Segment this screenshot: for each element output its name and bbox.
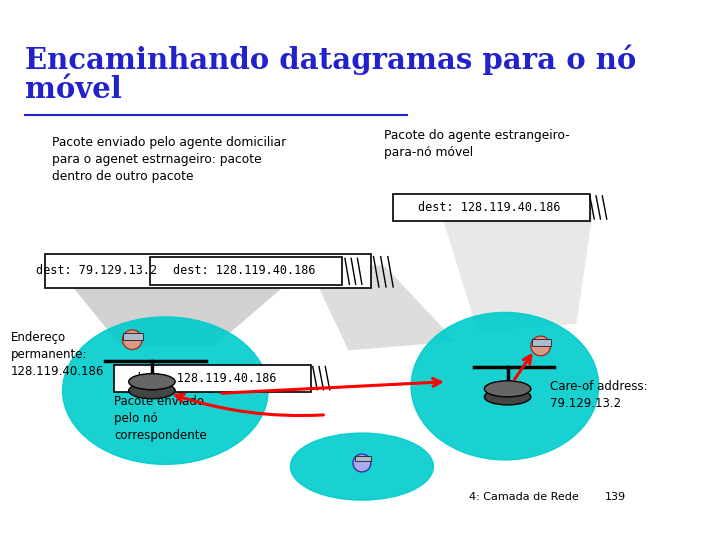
Circle shape xyxy=(531,336,551,356)
Text: 139: 139 xyxy=(604,492,626,502)
Circle shape xyxy=(122,330,142,349)
FancyBboxPatch shape xyxy=(45,254,371,288)
Ellipse shape xyxy=(485,389,531,405)
FancyBboxPatch shape xyxy=(150,256,342,285)
Text: móvel: móvel xyxy=(25,75,122,104)
Polygon shape xyxy=(438,203,594,333)
Polygon shape xyxy=(308,266,456,350)
Text: Care-of address:
79.129.13.2: Care-of address: 79.129.13.2 xyxy=(549,380,647,410)
Ellipse shape xyxy=(411,313,599,460)
Ellipse shape xyxy=(129,374,175,390)
Text: dest: 128.119.40.186: dest: 128.119.40.186 xyxy=(173,265,315,278)
FancyBboxPatch shape xyxy=(393,194,590,221)
Ellipse shape xyxy=(63,317,268,464)
Ellipse shape xyxy=(485,381,531,397)
Ellipse shape xyxy=(129,383,175,399)
Bar xyxy=(531,339,552,346)
Text: Pacote enviado
pelo nó
correspondente: Pacote enviado pelo nó correspondente xyxy=(114,395,207,442)
Text: dest: 79.129.13.2: dest: 79.129.13.2 xyxy=(36,265,157,278)
Circle shape xyxy=(353,454,371,472)
Polygon shape xyxy=(55,266,308,346)
Text: 4: Camada de Rede: 4: Camada de Rede xyxy=(469,492,579,502)
Ellipse shape xyxy=(290,433,433,500)
Text: dest: 128.119.40.186: dest: 128.119.40.186 xyxy=(134,372,276,384)
Text: Pacote enviado pelo agente domiciliar
para o agenet estrnageiro: pacote
dentro d: Pacote enviado pelo agente domiciliar pa… xyxy=(52,136,286,183)
FancyBboxPatch shape xyxy=(114,364,311,391)
Text: Endereço
permanente:
128.119.40.186: Endereço permanente: 128.119.40.186 xyxy=(11,331,104,378)
Text: Pacote do agente estrangeiro-
para-nó móvel: Pacote do agente estrangeiro- para-nó mó… xyxy=(384,129,570,159)
Bar xyxy=(123,333,143,340)
Bar xyxy=(355,456,371,461)
Text: dest: 128.119.40.186: dest: 128.119.40.186 xyxy=(418,201,560,214)
Text: Encaminhando datagramas para o nó: Encaminhando datagramas para o nó xyxy=(25,45,636,75)
